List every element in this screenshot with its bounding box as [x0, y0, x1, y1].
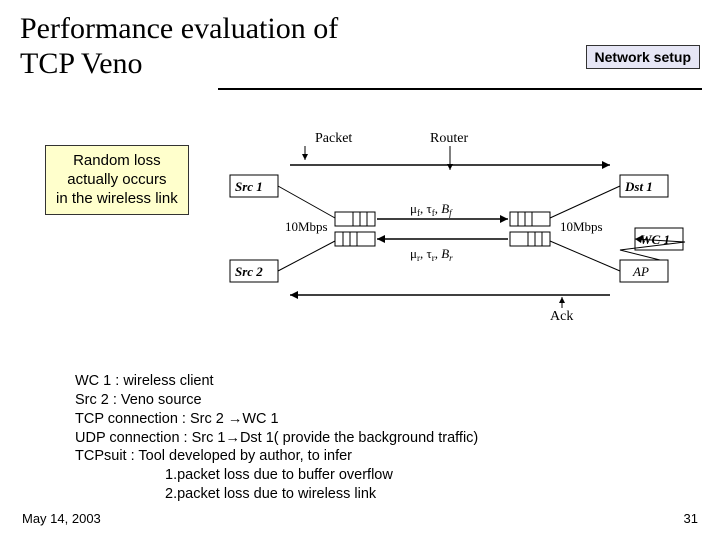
legend-line3: TCP connection : Src 2 →WC 1	[75, 410, 478, 429]
legend-line1: WC 1 : wireless client	[75, 372, 478, 391]
note-line1: Random loss	[73, 152, 161, 169]
title-line2: TCP Veno	[20, 47, 143, 80]
subtitle-text: Network setup	[595, 49, 691, 65]
legend-line7: 2.packet loss due to wireless link	[75, 485, 478, 504]
dst1-label: Dst 1	[624, 179, 653, 194]
src2-label: Src 2	[235, 264, 263, 279]
reverse-params: μr, τr, Br	[410, 246, 453, 263]
note-line3: in the wireless link	[56, 190, 178, 207]
page-number: 31	[684, 511, 698, 526]
title-line1: Performance evaluation of	[20, 12, 338, 45]
legend-line2: Src 2 : Veno source	[75, 391, 478, 410]
packet-label: Packet	[315, 131, 352, 146]
slide-date: May 14, 2003	[22, 511, 101, 526]
legend-line5: TCPsuit : Tool developed by author, to i…	[75, 447, 478, 466]
ack-label: Ack	[550, 309, 573, 324]
link-speed-right: 10Mbps	[560, 219, 603, 234]
ap-label: AP	[632, 264, 649, 279]
subtitle-box: Network setup	[586, 45, 700, 69]
slide-title: Performance evaluation of TCP Veno	[20, 12, 338, 81]
network-diagram: Packet Router Src 1 Src 2 Dst 1 WC 1 AP …	[225, 120, 695, 345]
link-speed-left: 10Mbps	[285, 219, 328, 234]
legend-line4: UDP connection : Src 1→Dst 1( provide th…	[75, 429, 478, 448]
src1-label: Src 1	[235, 179, 263, 194]
forward-params: μf, τf, Bf	[410, 201, 453, 218]
note-box: Random loss actually occurs in the wirel…	[45, 145, 189, 215]
router-label: Router	[430, 131, 468, 146]
legend-line6: 1.packet loss due to buffer overflow	[75, 466, 478, 485]
note-line2: actually occurs	[67, 171, 166, 188]
legend: WC 1 : wireless client Src 2 : Veno sour…	[75, 372, 478, 504]
title-underline	[218, 88, 702, 90]
